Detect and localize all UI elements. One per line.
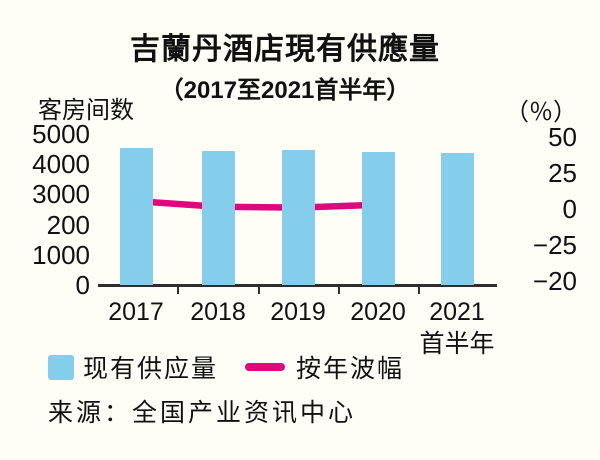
category-label-2017: 2017 [108, 298, 164, 326]
right-axis-tick-label: 50 [548, 122, 577, 152]
bar-2019 [281, 149, 315, 285]
x-axis-tick [258, 287, 260, 294]
right-axis-tick-label: −25 [532, 230, 577, 260]
x-axis-tick [417, 287, 420, 294]
left-axis-tick-label: 5000 [32, 119, 90, 149]
legend-item-supply: 现有供应量 [48, 349, 218, 385]
legend-line-swatch [245, 363, 286, 371]
right-axis-tick-label: 25 [548, 158, 577, 188]
category-label-2018: 2018 [190, 298, 246, 326]
source-text: 来源：全国产业资讯中心 [48, 399, 357, 427]
left-axis-tick-label: 200 [46, 209, 90, 240]
left-axis-tick-label: 1000 [32, 239, 90, 270]
category-label-2019: 2019 [270, 298, 326, 326]
legend-item-yoy: 按年波幅 [245, 349, 404, 385]
x-axis-line [98, 284, 497, 287]
bar-2018 [201, 150, 235, 285]
left-axis-unit-label: 客房间数 [38, 97, 134, 124]
left-axis-tick-label: 0 [75, 270, 90, 300]
right-axis-tick-label: 0 [562, 194, 577, 224]
chart-subtitle: （2017至2021首半年） [159, 77, 411, 104]
yoy-line [132, 197, 382, 211]
x-axis-tick [338, 287, 340, 294]
category-label-2020: 2020 [350, 298, 406, 326]
right-axis-tick-label: −20 [532, 266, 577, 296]
category-label-2021: 2021 [429, 298, 485, 326]
bar-2020 [361, 152, 395, 285]
left-axis-tick-label: 3000 [32, 179, 90, 210]
legend-line-label: 按年波幅 [296, 355, 405, 383]
right-axis-unit-label: （％） [505, 99, 577, 126]
left-axis-tick-label: 4000 [32, 149, 90, 180]
chart-title: 吉蘭丹酒店現有供應量 [130, 33, 440, 66]
legend: 现有供应量 按年波幅 [48, 353, 404, 383]
bar-2017 [119, 148, 153, 285]
category-note-first-half-year: 首半年 [419, 330, 495, 358]
x-axis-tick [177, 287, 179, 294]
bar-2021 [440, 153, 474, 285]
legend-bar-label: 现有供应量 [83, 355, 219, 383]
legend-bar-swatch [48, 354, 74, 380]
